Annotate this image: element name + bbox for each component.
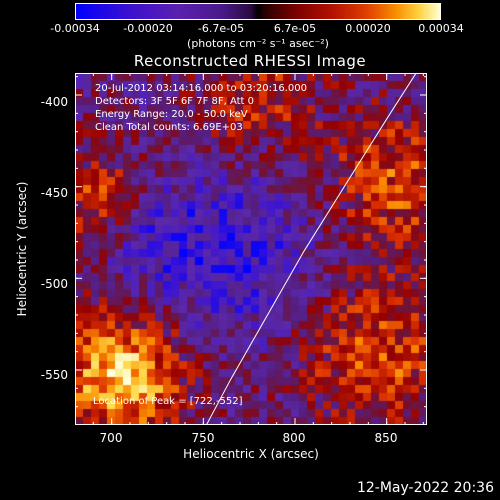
colorbar [75, 3, 441, 20]
colorbar-tick: -0.00034 [50, 22, 100, 35]
clean-counts-label: Clean Total counts: 6.69E+03 [95, 122, 243, 133]
colorbar-tick: -0.00020 [123, 22, 173, 35]
x-tick-label: 700 [99, 431, 123, 445]
peak-location-label: Location of Peak = [722,-552] [93, 396, 243, 407]
energy-range-label: Energy Range: 20.0 - 50.0 keV [95, 109, 248, 120]
plot-timestamp: 12-May-2022 20:36 [356, 480, 494, 496]
x-tick-label: 850 [374, 431, 398, 445]
y-tick-label: -550 [40, 368, 68, 382]
solar-limb-line [205, 73, 417, 425]
x-tick-label: 750 [191, 431, 215, 445]
colorbar-tick: 6.7e-05 [273, 22, 317, 35]
heatmap-image [75, 73, 427, 425]
colorbar-tick: -6.7e-05 [197, 22, 245, 35]
x-tick-label: 800 [282, 431, 306, 445]
plot-area: 20-Jul-2012 03:14:16.000 to 03:20:16.000… [75, 73, 427, 425]
chart-title: Reconstructed RHESSI Image [133, 52, 367, 70]
y-axis-label: Heliocentric Y (arcsec) [15, 181, 29, 317]
axis-tick-marks [75, 73, 427, 425]
colorbar-units: (photons cm⁻² s⁻¹ asec⁻²) [187, 37, 329, 50]
detectors-label: Detectors: 3F 5F 6F 7F 8F, Att 0 [95, 96, 255, 107]
colorbar-tick: 0.00034 [418, 22, 464, 35]
x-axis-label: Heliocentric X (arcsec) [183, 447, 319, 461]
y-tick-label: -450 [40, 186, 68, 200]
plot-frame [75, 73, 427, 425]
plot-overlay [75, 73, 427, 425]
y-tick-label: -500 [40, 277, 68, 291]
colorbar-tick: 0.00020 [345, 22, 391, 35]
y-tick-label: -400 [40, 95, 68, 109]
time-range-label: 20-Jul-2012 03:14:16.000 to 03:20:16.000 [95, 83, 307, 94]
